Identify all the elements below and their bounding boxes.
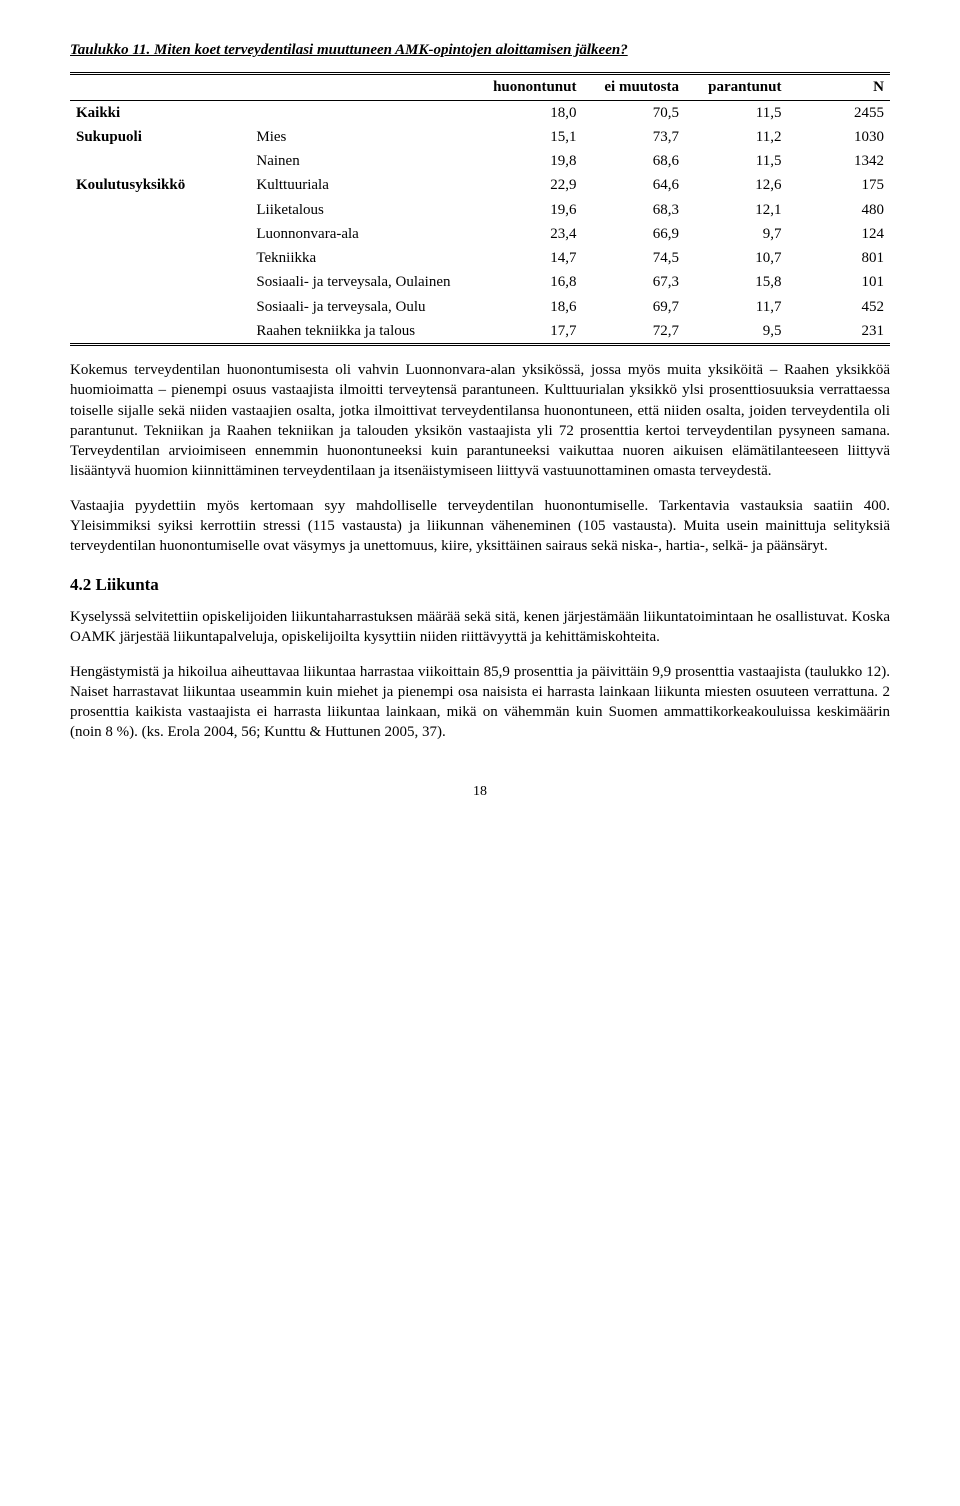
- table-cell: 73,7: [582, 125, 685, 149]
- row-group-label: [70, 246, 250, 270]
- table-cell: 231: [787, 319, 890, 345]
- table-cell: 18,0: [480, 100, 583, 125]
- table-cell: 1342: [787, 149, 890, 173]
- table-cell: 69,7: [582, 295, 685, 319]
- table-title: Taulukko 11. Miten koet terveydentilasi …: [70, 40, 890, 60]
- table-cell: 11,2: [685, 125, 788, 149]
- table-cell: 101: [787, 270, 890, 294]
- col-header: ei muutosta: [582, 74, 685, 100]
- table-cell: 12,6: [685, 173, 788, 197]
- row-group-label: Sukupuoli: [70, 125, 250, 149]
- table-cell: 124: [787, 222, 890, 246]
- paragraph: Kyselyssä selvitettiin opiskelijoiden li…: [70, 607, 890, 648]
- table-cell: 175: [787, 173, 890, 197]
- row-group-label: [70, 149, 250, 173]
- table-cell: 16,8: [480, 270, 583, 294]
- table-cell: 18,6: [480, 295, 583, 319]
- table-row: Raahen tekniikka ja talous17,772,79,5231: [70, 319, 890, 345]
- row-label: Kulttuuriala: [250, 173, 480, 197]
- table-cell: 11,5: [685, 100, 788, 125]
- data-table: huonontunut ei muutosta parantunut N Kai…: [70, 72, 890, 346]
- row-label: Luonnonvara-ala: [250, 222, 480, 246]
- table-row: Liiketalous19,668,312,1480: [70, 198, 890, 222]
- row-group-label: [70, 295, 250, 319]
- table-cell: 15,1: [480, 125, 583, 149]
- row-label: Mies: [250, 125, 480, 149]
- table-row: SukupuoliMies15,173,711,21030: [70, 125, 890, 149]
- table-cell: 12,1: [685, 198, 788, 222]
- table-row: Nainen19,868,611,51342: [70, 149, 890, 173]
- table-cell: 9,5: [685, 319, 788, 345]
- table-row: Tekniikka14,774,510,7801: [70, 246, 890, 270]
- paragraph: Kokemus terveydentilan huonontumisesta o…: [70, 360, 890, 482]
- col-header: huonontunut: [480, 74, 583, 100]
- table-cell: 19,8: [480, 149, 583, 173]
- table-cell: 74,5: [582, 246, 685, 270]
- table-cell: 64,6: [582, 173, 685, 197]
- table-row: Kaikki 18,070,511,52455: [70, 100, 890, 125]
- table-cell: 19,6: [480, 198, 583, 222]
- paragraph: Vastaajia pyydettiin myös kertomaan syy …: [70, 496, 890, 557]
- row-label: Tekniikka: [250, 246, 480, 270]
- row-group-label: [70, 270, 250, 294]
- table-row: Luonnonvara-ala23,466,99,7124: [70, 222, 890, 246]
- table-cell: 14,7: [480, 246, 583, 270]
- row-group-label: [70, 198, 250, 222]
- row-label: Sosiaali- ja terveysala, Oulu: [250, 295, 480, 319]
- row-group-label: Kaikki: [70, 100, 250, 125]
- col-header: N: [787, 74, 890, 100]
- page-number: 18: [70, 783, 890, 802]
- table-cell: 480: [787, 198, 890, 222]
- row-label: Nainen: [250, 149, 480, 173]
- table-cell: 2455: [787, 100, 890, 125]
- table-cell: 68,3: [582, 198, 685, 222]
- table-cell: 11,5: [685, 149, 788, 173]
- table-header-row: huonontunut ei muutosta parantunut N: [70, 74, 890, 100]
- table-cell: 17,7: [480, 319, 583, 345]
- col-header: parantunut: [685, 74, 788, 100]
- table-cell: 67,3: [582, 270, 685, 294]
- row-group-label: [70, 319, 250, 345]
- table-cell: 70,5: [582, 100, 685, 125]
- table-cell: 68,6: [582, 149, 685, 173]
- section-heading: 4.2 Liikunta: [70, 574, 890, 597]
- table-cell: 72,7: [582, 319, 685, 345]
- row-group-label: Koulutusyksikkö: [70, 173, 250, 197]
- row-group-label: [70, 222, 250, 246]
- table-cell: 15,8: [685, 270, 788, 294]
- table-cell: 452: [787, 295, 890, 319]
- table-cell: 10,7: [685, 246, 788, 270]
- table-cell: 801: [787, 246, 890, 270]
- table-cell: 9,7: [685, 222, 788, 246]
- table-row: KoulutusyksikköKulttuuriala22,964,612,61…: [70, 173, 890, 197]
- row-label: Liiketalous: [250, 198, 480, 222]
- table-cell: 66,9: [582, 222, 685, 246]
- table-cell: 22,9: [480, 173, 583, 197]
- table-cell: 1030: [787, 125, 890, 149]
- row-label: Sosiaali- ja terveysala, Oulainen: [250, 270, 480, 294]
- table-cell: 11,7: [685, 295, 788, 319]
- paragraph: Hengästymistä ja hikoilua aiheuttavaa li…: [70, 662, 890, 743]
- table-row: Sosiaali- ja terveysala, Oulu18,669,711,…: [70, 295, 890, 319]
- table-cell: 23,4: [480, 222, 583, 246]
- row-label: [250, 100, 480, 125]
- row-label: Raahen tekniikka ja talous: [250, 319, 480, 345]
- table-row: Sosiaali- ja terveysala, Oulainen16,867,…: [70, 270, 890, 294]
